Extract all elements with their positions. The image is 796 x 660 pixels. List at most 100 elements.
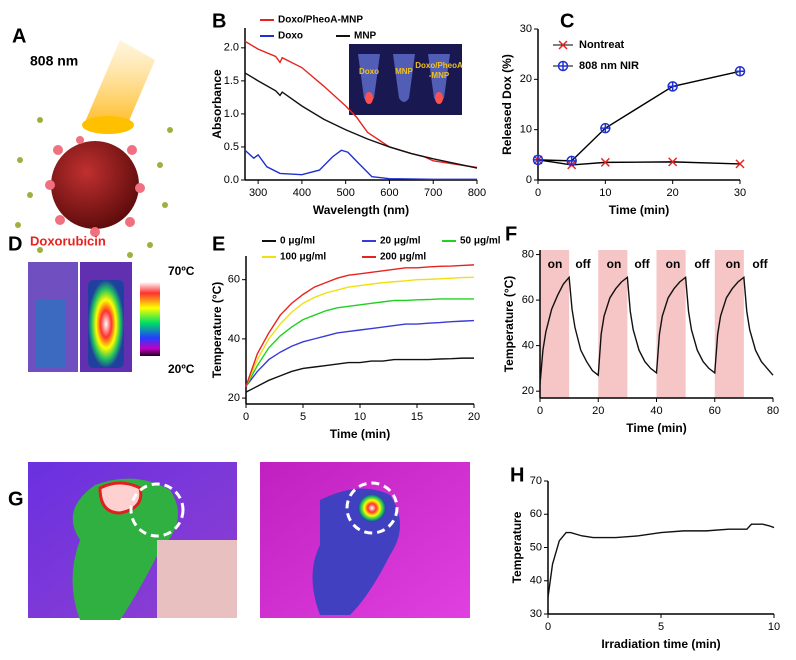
tube bbox=[428, 54, 450, 102]
laser-beam bbox=[85, 40, 155, 130]
tube bbox=[393, 54, 415, 102]
series-line bbox=[547, 523, 775, 598]
tube-tip bbox=[435, 92, 443, 104]
hot-spot bbox=[358, 494, 386, 522]
x-tick-label: 20 bbox=[667, 187, 679, 199]
thermal-vial bbox=[88, 280, 124, 368]
thermal-vial bbox=[36, 300, 66, 368]
marker bbox=[667, 81, 678, 92]
dashed-circle bbox=[345, 481, 399, 535]
x-axis-label: Time (min) bbox=[626, 421, 686, 435]
y-tick-label: 20 bbox=[228, 392, 240, 404]
legend-label: 50 μg/ml bbox=[460, 236, 501, 247]
marker-plus bbox=[600, 123, 610, 133]
green-dots bbox=[15, 117, 173, 258]
series-line bbox=[245, 357, 474, 393]
x-tick-label: 80 bbox=[767, 405, 779, 417]
x-tick-label: 600 bbox=[380, 187, 398, 199]
chart: C 0 10 20 30 0 10 20 30 Time (min) Released Dox (%… bbox=[500, 10, 746, 217]
marker-plus bbox=[735, 66, 745, 76]
marker-x bbox=[558, 40, 568, 50]
x-tick-label: 20 bbox=[592, 405, 604, 417]
x-tick-label: 700 bbox=[424, 187, 442, 199]
x-tick-label: 10 bbox=[768, 621, 780, 633]
annotation: off bbox=[634, 257, 650, 271]
x-tick-label: 0 bbox=[545, 621, 551, 633]
series-line bbox=[537, 70, 741, 162]
y-tick-label: 40 bbox=[530, 575, 542, 587]
y-tick-label: 40 bbox=[522, 340, 534, 352]
legend-label: Doxo/PheoA-MNP bbox=[278, 15, 363, 26]
y-tick-label: 60 bbox=[530, 508, 542, 520]
x-tick-label: 10 bbox=[354, 411, 366, 423]
series-line bbox=[539, 275, 774, 385]
color-bar bbox=[140, 282, 160, 356]
y-tick-label: 20 bbox=[522, 385, 534, 397]
y-tick-label: 60 bbox=[228, 274, 240, 286]
marker-plus bbox=[668, 81, 678, 91]
dashed-circle bbox=[129, 482, 185, 538]
y-tick-label: 40 bbox=[228, 333, 240, 345]
x-tick-label: 300 bbox=[249, 187, 267, 199]
panel-g: G bbox=[8, 462, 470, 620]
wavelength-label: 808 nm bbox=[30, 53, 78, 69]
scale-min: 20ºC bbox=[168, 362, 195, 376]
marker-plus bbox=[533, 155, 543, 165]
marker-x bbox=[668, 157, 678, 167]
annotation: off bbox=[575, 257, 591, 271]
x-tick-label: 5 bbox=[300, 411, 306, 423]
legend-label: 0 μg/ml bbox=[280, 236, 315, 247]
panel-label: H bbox=[510, 464, 524, 486]
x-tick-label: 0 bbox=[535, 187, 541, 199]
marker-x bbox=[735, 159, 745, 169]
x-axis-label: Time (min) bbox=[330, 427, 390, 441]
series-line bbox=[244, 72, 478, 169]
legend-marker bbox=[557, 60, 569, 72]
mouse-photo bbox=[157, 540, 237, 618]
panel-d: D 70ºC 20ºC bbox=[8, 233, 195, 376]
x-tick-label: 5 bbox=[658, 621, 664, 633]
marker-x bbox=[600, 157, 610, 167]
panel-label: E bbox=[212, 233, 225, 255]
mouse-thermal bbox=[72, 478, 178, 620]
x-axis-label: Irradiation time (min) bbox=[601, 637, 720, 651]
panel-label: B bbox=[212, 10, 226, 32]
marker bbox=[600, 157, 610, 167]
inset-photo bbox=[349, 44, 462, 115]
series-line bbox=[245, 319, 475, 387]
x-tick-label: 500 bbox=[336, 187, 354, 199]
x-tick-label: 0 bbox=[537, 405, 543, 417]
tube bbox=[358, 54, 380, 102]
chart: B 300 400 500 600 700 800 0.0 0.5 1.0 1.5 2.0 Wavele… bbox=[210, 10, 486, 217]
y-tick-label: 0.0 bbox=[224, 174, 239, 186]
panel-label: F bbox=[505, 223, 517, 245]
chart: E 0 5 10 15 20 20 40 60 Time (min) Temperature (°C… bbox=[210, 233, 501, 441]
y-tick-label: 1.0 bbox=[224, 108, 239, 120]
annotation: on bbox=[726, 257, 741, 271]
annotation: on bbox=[607, 257, 622, 271]
series-line bbox=[245, 298, 474, 387]
legend-label: 808 nm NIR bbox=[579, 60, 639, 72]
marker bbox=[600, 122, 611, 134]
inset-label: -MNP bbox=[429, 71, 450, 80]
marker bbox=[735, 159, 745, 169]
x-tick-label: 400 bbox=[293, 187, 311, 199]
y-tick-label: 30 bbox=[520, 23, 532, 35]
x-axis-label: Time (min) bbox=[609, 203, 669, 217]
marker bbox=[668, 157, 678, 167]
annotation: on bbox=[666, 257, 681, 271]
panel-label: D bbox=[8, 233, 22, 255]
x-tick-label: 0 bbox=[243, 411, 249, 423]
x-tick-label: 800 bbox=[468, 187, 486, 199]
y-axis-label: Temperature bbox=[510, 511, 524, 583]
legend-label: 100 μg/ml bbox=[280, 252, 326, 263]
marker-plus bbox=[567, 156, 577, 166]
inset-label: MNP bbox=[395, 67, 413, 76]
marker bbox=[566, 155, 577, 167]
annotation: on bbox=[548, 257, 563, 271]
y-axis-label: Temperature (°C) bbox=[502, 276, 516, 373]
legend-label: Doxo bbox=[278, 31, 303, 42]
annotation: off bbox=[752, 257, 768, 271]
y-tick-label: 0.5 bbox=[224, 141, 239, 153]
